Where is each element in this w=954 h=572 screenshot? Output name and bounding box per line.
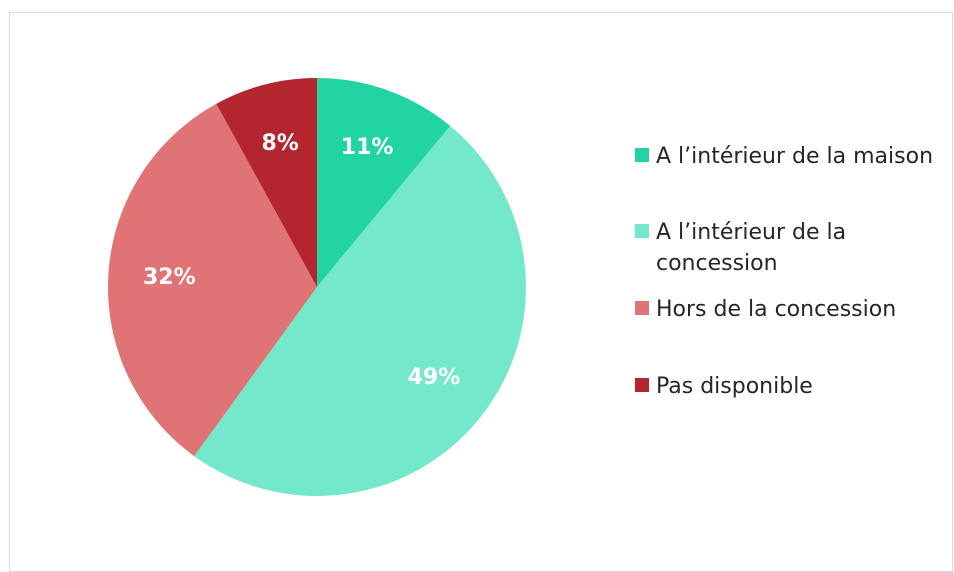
pie-slice-concession bbox=[194, 125, 526, 496]
pie-slices bbox=[107, 78, 526, 496]
legend-label-concession: A l’intérieur de la concession bbox=[656, 220, 847, 276]
pie-slice-hors-concession bbox=[107, 103, 317, 457]
data-label-maison: 11% bbox=[341, 135, 394, 160]
legend-swatch-concession bbox=[635, 224, 649, 238]
data-label-concession: 49% bbox=[408, 365, 461, 390]
legend-item-concession: A l’intérieur de la concession bbox=[635, 217, 946, 279]
legend-swatch-maison bbox=[635, 148, 649, 162]
pie-slice-pas-disponible bbox=[216, 78, 317, 287]
pie-chart: 11% 49% 32% 8% bbox=[107, 78, 526, 496]
legend-swatch-pas-disponible bbox=[635, 378, 649, 392]
data-label-pas-disponible: 8% bbox=[262, 131, 299, 156]
legend-label-pas-disponible: Pas disponible bbox=[656, 374, 813, 399]
legend-swatch-hors-concession bbox=[635, 301, 649, 315]
pie-data-labels: 11% 49% 32% 8% bbox=[143, 131, 460, 390]
data-label-hors-concession: 32% bbox=[143, 265, 196, 290]
legend-label-hors-concession: Hors de la concession bbox=[656, 297, 897, 322]
legend-label-maison: A l’intérieur de la maison bbox=[656, 144, 934, 169]
legend-item-pas-disponible: Pas disponible bbox=[635, 371, 946, 402]
legend-item-hors-concession: Hors de la concession bbox=[635, 294, 946, 325]
pie-slice-maison bbox=[317, 78, 451, 287]
legend-item-maison: A l’intérieur de la maison bbox=[635, 141, 946, 172]
